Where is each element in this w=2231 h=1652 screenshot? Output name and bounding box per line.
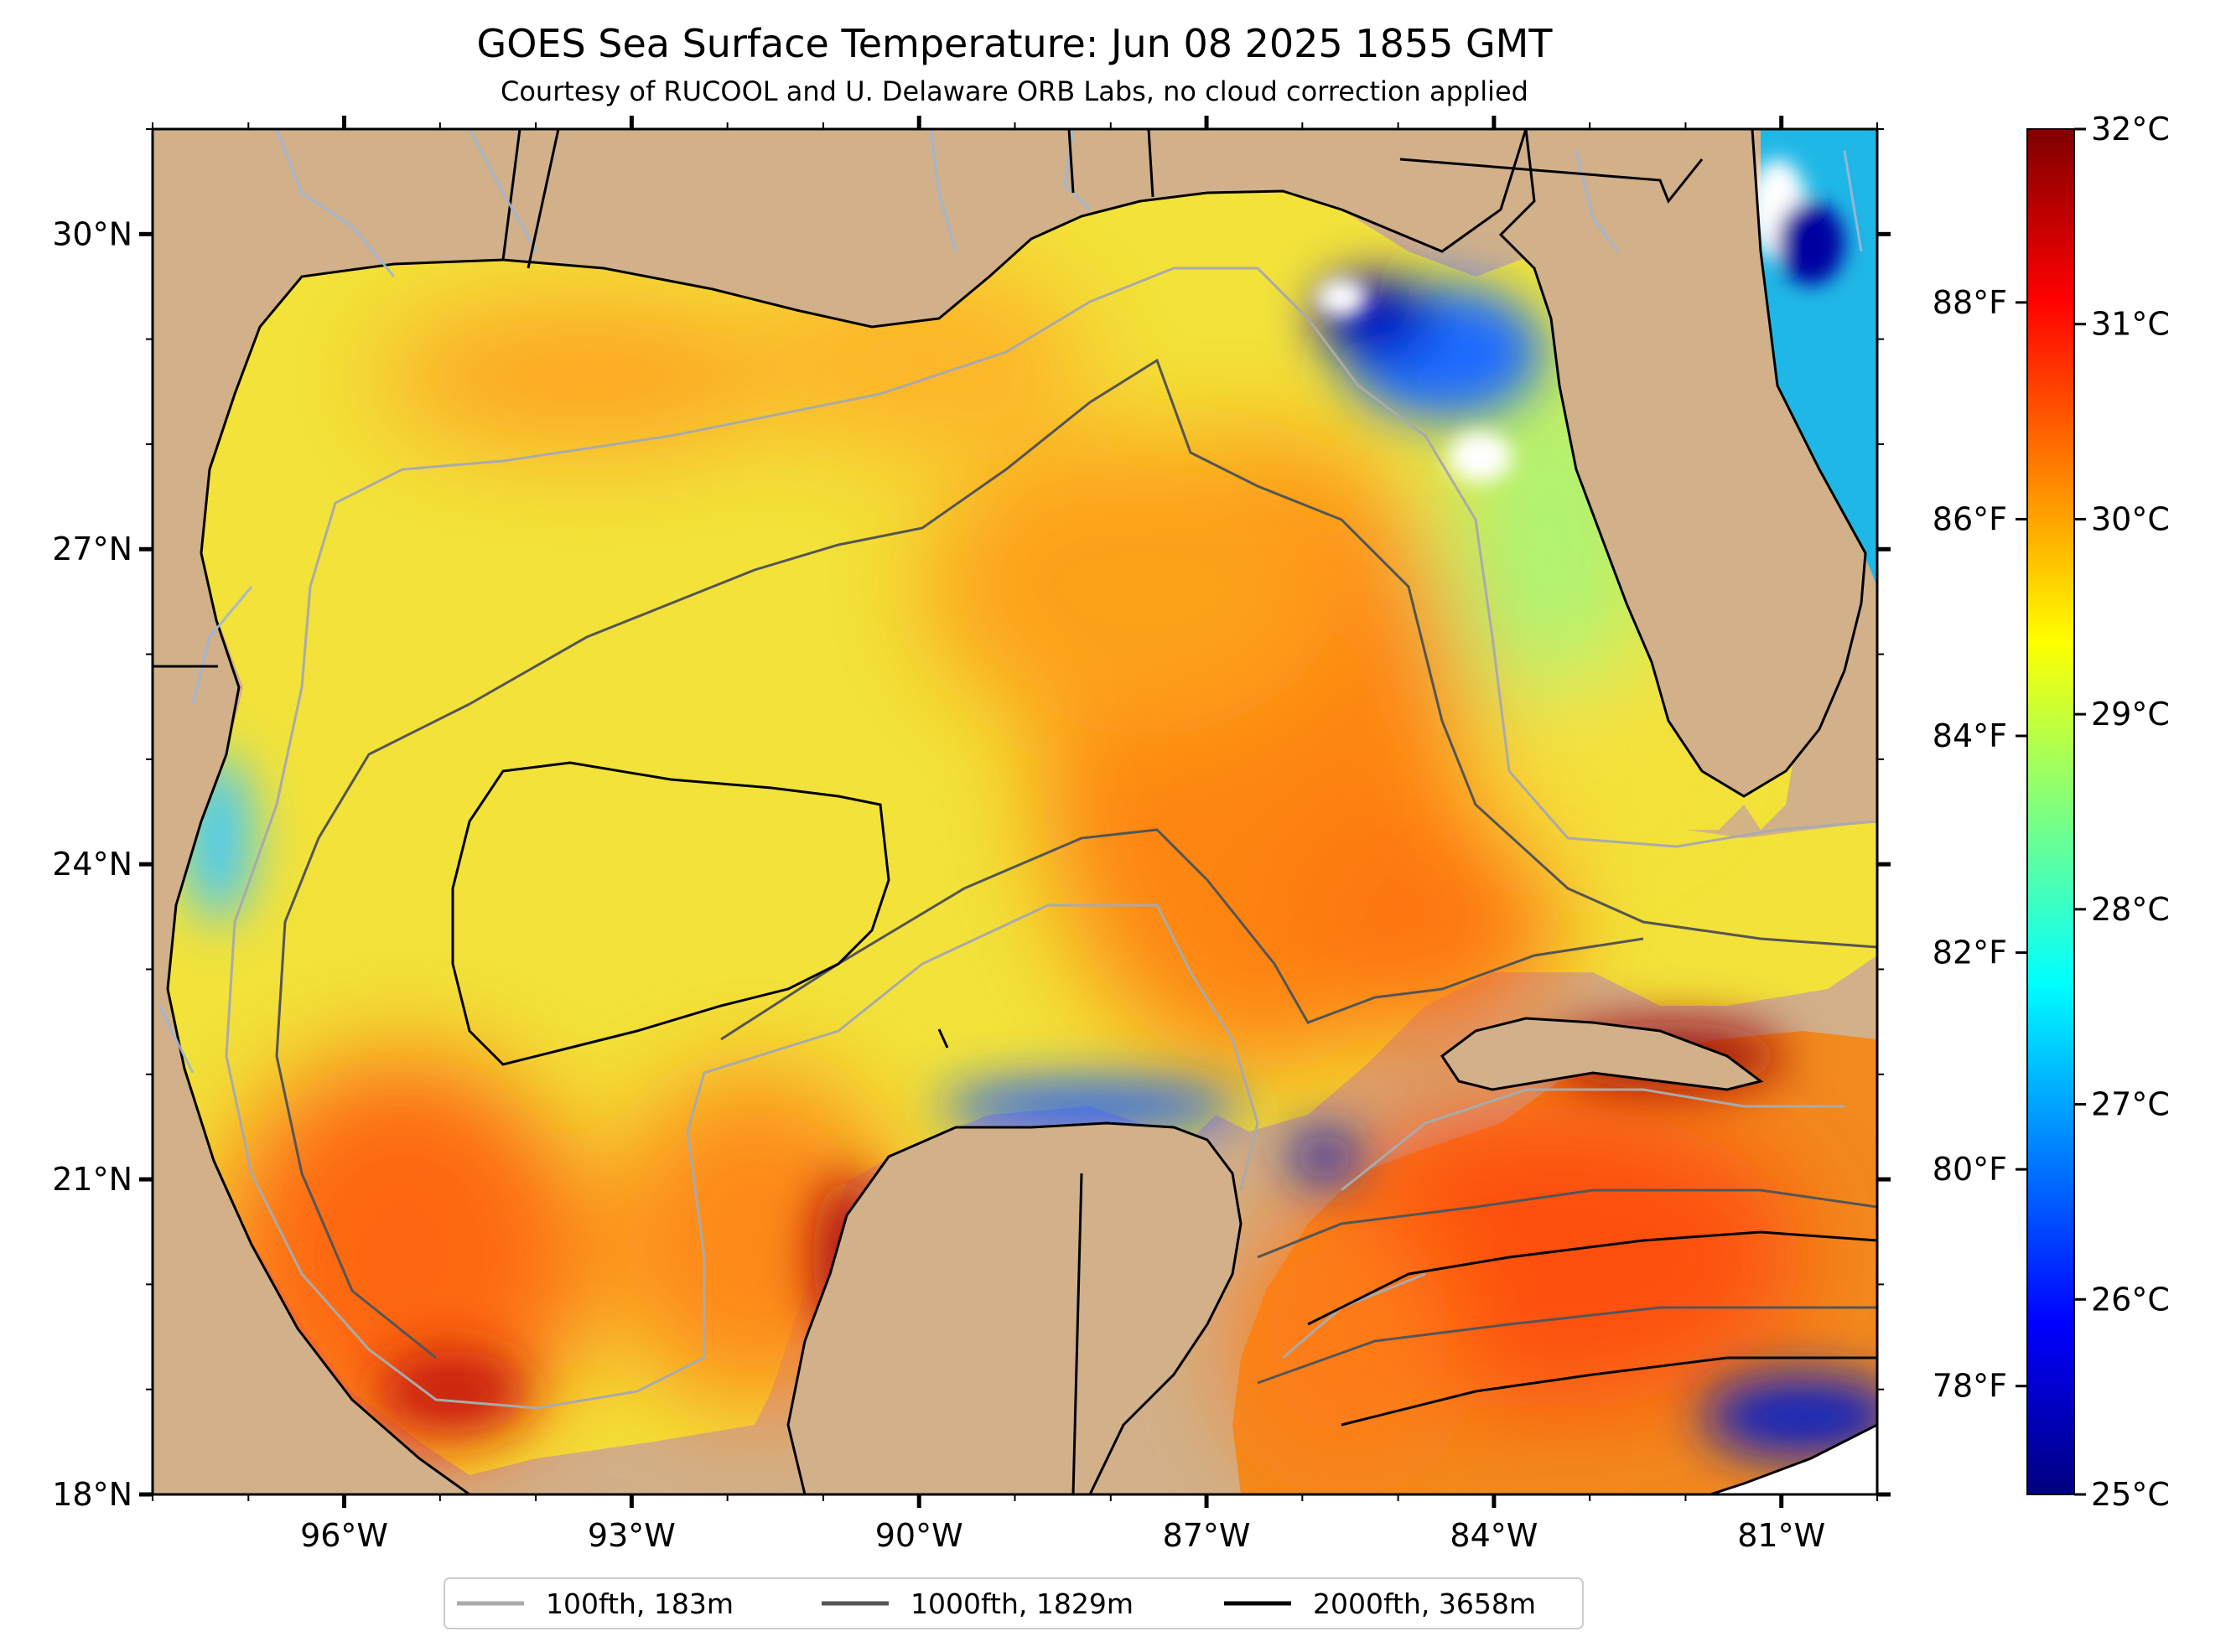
lon-tick-label: 96°W — [300, 1517, 388, 1554]
map-axis-labels: 96°W 93°W 90°W 87°W 84°W 81°W 30°N 27°N 24°N 21°N… — [52, 116, 1891, 1554]
land-masses — [153, 129, 1877, 1494]
celsius-tick-label: 27°C — [2091, 1086, 2170, 1123]
bathymetry-1000fth — [275, 358, 1877, 1385]
bathymetry-2000fth — [451, 761, 1877, 1427]
lon-tick-label: 84°W — [1450, 1517, 1538, 1554]
figure-title: GOES Sea Surface Temperature: Jun 08 202… — [477, 21, 1554, 66]
gulf-water — [168, 191, 1877, 1475]
celsius-tick-label: 32°C — [2091, 111, 2170, 148]
fahrenheit-tick-label: 84°F — [1933, 717, 2007, 754]
celsius-tick-label: 28°C — [2091, 891, 2170, 928]
fahrenheit-tick-label: 88°F — [1933, 284, 2007, 321]
legend-items: 100fth, 183m 1000fth, 1829m 2000fth, 3658m — [457, 1587, 1536, 1620]
celsius-tick-label: 25°C — [2091, 1476, 2170, 1513]
lon-tick-label: 90°W — [875, 1517, 963, 1554]
fahrenheit-tick-label: 82°F — [1933, 935, 2007, 971]
lon-tick-label: 81°W — [1737, 1517, 1825, 1554]
celsius-tick-label: 31°C — [2091, 306, 2170, 343]
sst-field — [168, 129, 1877, 1494]
mexico-west-land — [153, 129, 589, 1494]
yucatan-land — [786, 1121, 1243, 1494]
lat-tick-label: 24°N — [52, 846, 132, 883]
celsius-tick-label: 30°C — [2091, 500, 2170, 537]
map-panel — [153, 129, 1877, 1494]
cuba-land — [1440, 1017, 1764, 1091]
fahrenheit-tick-label: 80°F — [1933, 1151, 2007, 1188]
lat-tick-label: 27°N — [52, 531, 132, 567]
lat-tick-label: 18°N — [52, 1476, 132, 1513]
legend-label: 1000fth, 1829m — [911, 1587, 1134, 1620]
legend-label: 2000fth, 3658m — [1313, 1587, 1536, 1620]
colorbar-tick-labels: 25°C 26°C 27°C 28°C 29°C 30°C 31°C 32°C 78°F 80°F… — [1933, 111, 2170, 1513]
bathymetry-100fth — [225, 267, 1877, 1410]
lon-tick-label: 87°W — [1163, 1517, 1251, 1554]
lat-tick-label: 21°N — [52, 1161, 132, 1198]
lon-tick-label: 93°W — [588, 1517, 676, 1554]
legend-box — [444, 1577, 1584, 1629]
colorbar-gradient — [2026, 128, 2075, 1495]
celsius-tick-label: 26°C — [2091, 1281, 2170, 1318]
contour-legend: 100fth, 183m 1000fth, 1829m 2000fth, 3658m — [444, 1577, 1584, 1629]
florida-land — [1498, 129, 1867, 798]
fahrenheit-tick-label: 78°F — [1933, 1368, 2007, 1405]
figure-subtitle: Courtesy of RUCOOL and U. Delaware ORB L… — [501, 75, 1528, 107]
colorbar: 25°C 26°C 27°C 28°C 29°C 30°C 31°C 32°C 78°F 80°F… — [1933, 111, 2170, 1513]
lat-tick-label: 30°N — [52, 215, 132, 252]
central-america-land — [1710, 1423, 1877, 1494]
legend-label: 100fth, 183m — [546, 1587, 734, 1620]
us-gulf-coast-land — [501, 129, 1528, 329]
fahrenheit-tick-label: 86°F — [1933, 500, 2007, 537]
borders — [153, 129, 1704, 1494]
celsius-tick-label: 29°C — [2091, 696, 2170, 733]
